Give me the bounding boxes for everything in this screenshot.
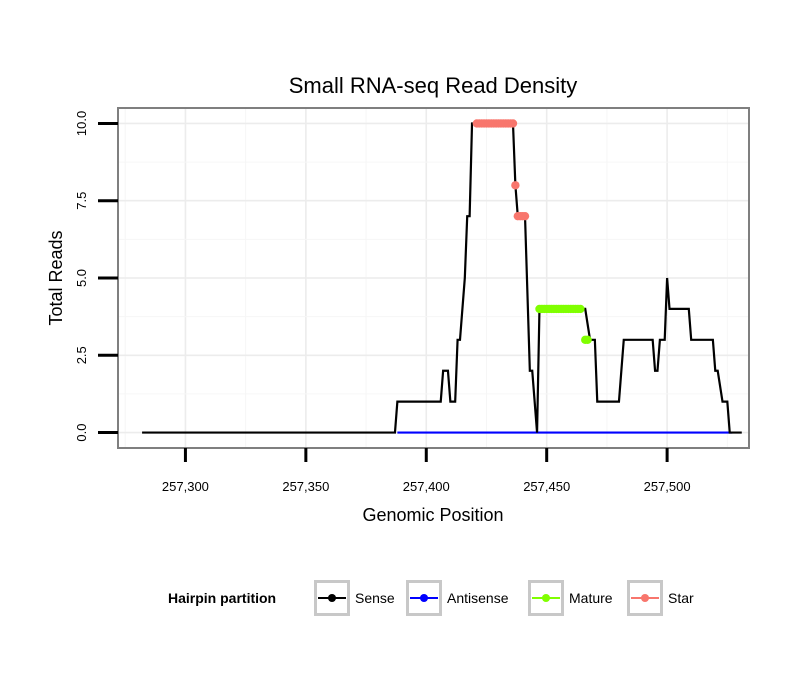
legend-label-sense: Sense xyxy=(355,590,395,606)
star-point xyxy=(508,119,518,128)
legend-point-antisense xyxy=(420,594,428,602)
y-axis: 0.0 2.5 5.0 7.5 10.0 xyxy=(74,111,118,442)
x-tick-label: 257,450 xyxy=(523,479,570,494)
x-tick-label: 257,400 xyxy=(403,479,450,494)
star-point xyxy=(511,181,520,190)
x-tick-label: 257,350 xyxy=(282,479,329,494)
legend-label-mature: Mature xyxy=(569,590,613,606)
legend-label-star: Star xyxy=(668,590,694,606)
y-tick-label: 10.0 xyxy=(74,111,89,136)
mature-point xyxy=(583,335,592,345)
legend-title: Hairpin partition xyxy=(168,590,276,606)
y-axis-title: Total Reads xyxy=(46,230,66,325)
x-axis: 257,300 257,350 257,400 257,450 257,500 xyxy=(162,448,691,494)
legend-point-star xyxy=(641,594,649,602)
y-tick-label: 5.0 xyxy=(74,269,89,287)
legend-label-antisense: Antisense xyxy=(447,590,509,606)
y-tick-label: 7.5 xyxy=(74,192,89,210)
chart-title: Small RNA-seq Read Density xyxy=(289,73,578,98)
data-series xyxy=(142,119,742,434)
plot-panel xyxy=(117,107,750,449)
x-tick-label: 257,300 xyxy=(162,479,209,494)
x-axis-title: Genomic Position xyxy=(362,505,503,525)
star-point xyxy=(520,211,530,221)
mature-point xyxy=(576,304,585,314)
legend-point-mature xyxy=(542,594,550,602)
x-tick-label: 257,500 xyxy=(644,479,691,494)
y-tick-label: 2.5 xyxy=(74,346,89,364)
y-tick-label: 0.0 xyxy=(74,424,89,442)
legend-point-sense xyxy=(328,594,336,602)
sense-series-line xyxy=(142,122,742,434)
legend: Hairpin partition Sense Antisense Mature St… xyxy=(168,580,694,616)
